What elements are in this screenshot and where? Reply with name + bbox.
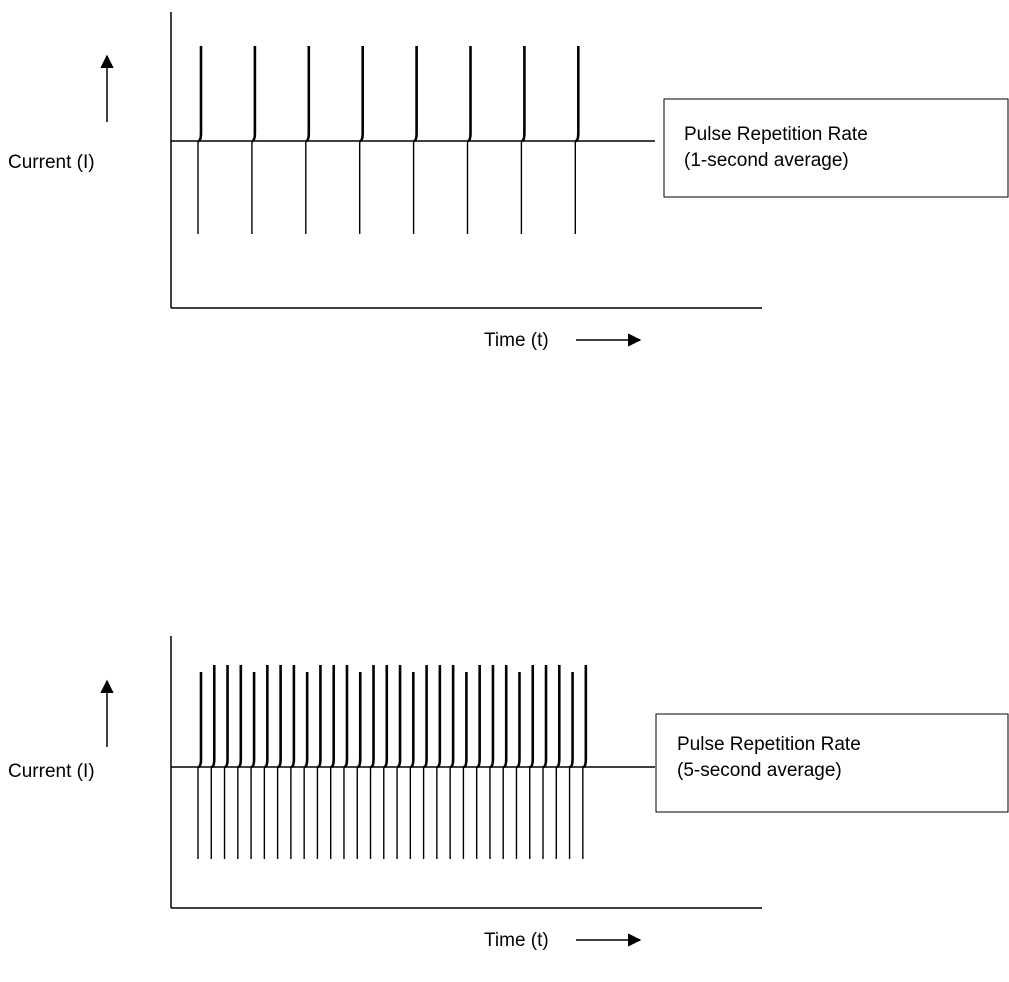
pulse-spike-up <box>370 665 375 769</box>
pulse-spike-up <box>211 665 216 769</box>
pulse-spike-up <box>197 672 203 769</box>
pulse-train <box>197 46 580 234</box>
pulse-spike-up <box>303 672 309 769</box>
pulse-spike-up <box>410 672 415 769</box>
pulse-spike-up <box>449 665 455 769</box>
pulse-spike-up <box>251 46 257 143</box>
pulse-spike-up <box>467 46 472 143</box>
pulse-spike-up <box>197 46 203 143</box>
pulse-spike-up <box>396 665 402 769</box>
x-axis-label: Time (t) <box>484 930 549 951</box>
pulse-spike-up <box>305 46 311 143</box>
pulse-spike-up <box>502 665 508 769</box>
pulse-spike-up <box>277 665 282 769</box>
pulse-spike-up <box>556 665 561 769</box>
rate-label-line1: Pulse Repetition Rate <box>684 124 868 145</box>
pulse-spike-up <box>290 665 296 769</box>
pulse-spike-up <box>489 665 495 769</box>
pulse-spike-up <box>413 46 418 143</box>
pulse-spike-up <box>529 665 535 769</box>
pulse-spike-up <box>516 672 521 769</box>
y-axis-label: Current (I) <box>8 761 95 782</box>
pulse-spike-up <box>224 665 229 769</box>
panel-top: Current (I) Time (t) Pulse Repetition Ra… <box>8 12 1009 351</box>
rate-label-box <box>655 713 1009 813</box>
pulse-spike-up <box>575 46 580 143</box>
pulse-spike-up <box>582 665 588 769</box>
pulse-spike-up <box>343 665 349 769</box>
pulse-train <box>197 665 588 859</box>
pulse-spike-up <box>237 665 243 769</box>
x-axis-label: Time (t) <box>484 330 549 351</box>
pulse-spike-up <box>436 665 442 769</box>
pulse-spike-up <box>463 672 468 769</box>
pulse-spike-up <box>357 672 362 769</box>
pulse-spike-up <box>383 665 389 769</box>
rate-label-line1: Pulse Repetition Rate <box>677 734 861 755</box>
rate-label-line2: (5-second average) <box>677 760 842 781</box>
pulse-spike-up <box>359 46 364 143</box>
pulse-spike-up <box>476 665 481 769</box>
pulse-spike-up <box>317 665 322 769</box>
pulse-spike-up <box>330 665 335 769</box>
rate-label-box <box>663 98 1009 198</box>
pulse-spike-up <box>569 672 574 769</box>
pulse-spike-up <box>423 665 428 769</box>
rate-label-line2: (1-second average) <box>684 150 849 171</box>
pulse-spike-up <box>264 665 269 769</box>
pulse-spike-up <box>250 672 256 769</box>
pulse-spike-up <box>521 46 526 143</box>
y-axis-label: Current (I) <box>8 152 95 173</box>
pulse-spike-up <box>542 665 548 769</box>
panel-bottom: Current (I) Time (t) Pulse Repetition Ra… <box>8 636 1009 951</box>
